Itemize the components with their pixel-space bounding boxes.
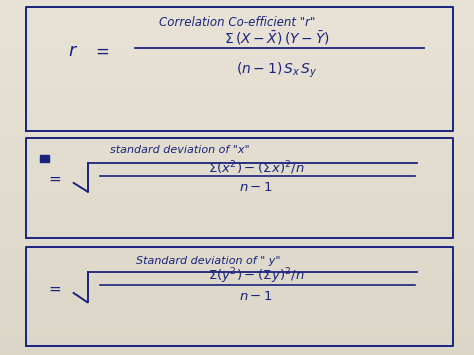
Text: $r$: $r$ <box>68 43 79 60</box>
Text: Standard deviation of " y": Standard deviation of " y" <box>137 256 281 266</box>
Text: standard deviation of "x": standard deviation of "x" <box>110 145 250 155</box>
Text: $\Sigma\,(X - \bar{X})\,(Y - \bar{Y})$: $\Sigma\,(X - \bar{X})\,(Y - \bar{Y})$ <box>224 29 330 47</box>
Text: Correlation Co-efficient "r": Correlation Co-efficient "r" <box>159 16 315 29</box>
Text: $(n - 1)\,S_x\,S_y$: $(n - 1)\,S_x\,S_y$ <box>237 60 318 80</box>
Text: =: = <box>95 43 109 60</box>
Text: $n - 1$: $n - 1$ <box>239 290 273 304</box>
Text: $n - 1$: $n - 1$ <box>239 181 273 194</box>
Text: =: = <box>48 282 61 297</box>
Text: =: = <box>48 172 61 187</box>
Text: $\Sigma(y^2) - (\Sigma y)^2/n$: $\Sigma(y^2) - (\Sigma y)^2/n$ <box>208 266 304 286</box>
Bar <box>40 155 49 162</box>
Text: $\Sigma(x^2) - (\Sigma x)^2/n$: $\Sigma(x^2) - (\Sigma x)^2/n$ <box>208 159 304 177</box>
